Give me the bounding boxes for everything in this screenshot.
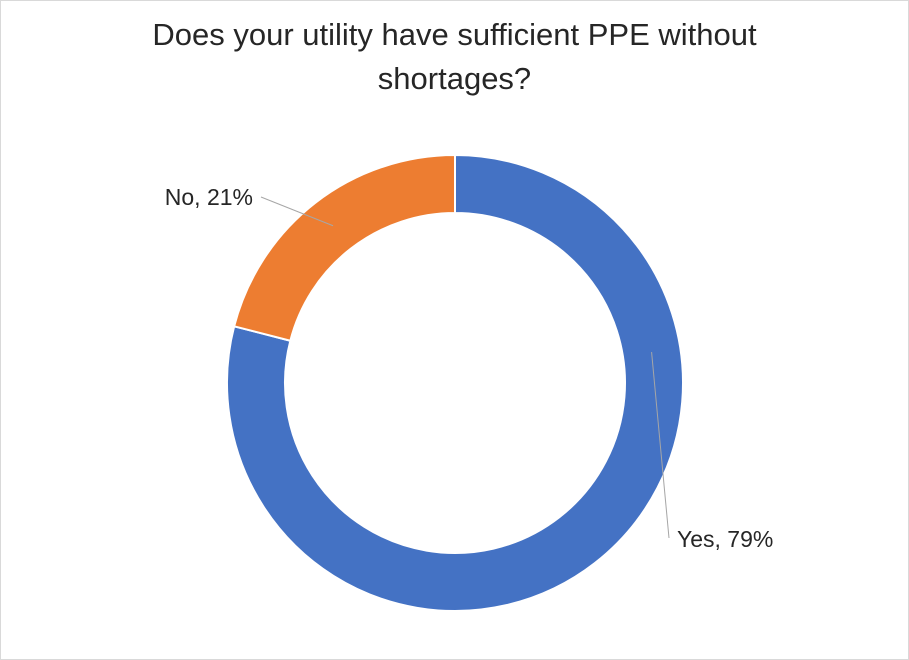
data-label-no: No, 21%	[165, 184, 253, 210]
slices-layer	[226, 153, 684, 612]
data-label-yes: Yes, 79%	[677, 526, 773, 552]
chart-title-line-2: shortages?	[377, 61, 532, 96]
chart-title: Does your utility have sufficient PPE wi…	[1, 13, 908, 101]
leader-line-yes	[651, 352, 670, 539]
slice-yes	[226, 153, 684, 612]
slice-no	[232, 153, 456, 342]
leader-lines-layer	[260, 196, 670, 539]
chart-title-line-1: Does your utility have sufficient PPE wi…	[152, 17, 757, 52]
leader-line-no	[260, 196, 334, 227]
data-labels-layer: Yes, 79% No, 21%	[165, 184, 774, 552]
